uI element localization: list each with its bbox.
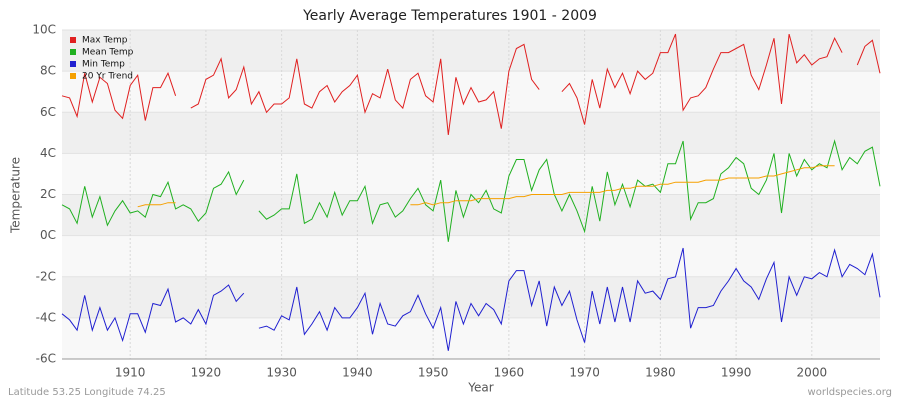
y-tick-label: -2C (36, 269, 56, 283)
y-tick-label: 10C (32, 23, 56, 37)
series-line (61, 71, 177, 121)
legend-swatch (70, 49, 76, 55)
y-tick-label: 0C (40, 228, 56, 242)
legend-label: 20 Yr Trend (82, 72, 133, 82)
x-tick-label: 1920 (191, 366, 222, 380)
legend-label: Mean Temp (82, 48, 134, 58)
x-tick-label: 1910 (115, 366, 146, 380)
x-tick-label: 2000 (797, 366, 828, 380)
y-tick-label: 2C (40, 187, 56, 201)
series-line (258, 139, 881, 242)
x-tick-label: 1970 (569, 366, 600, 380)
series-line (561, 33, 843, 125)
y-tick-label: -6C (36, 352, 56, 366)
legend-swatch (70, 61, 76, 67)
x-tick-label: 1980 (645, 366, 676, 380)
y-axis-title: Temperature (9, 157, 23, 234)
legend-label: Min Temp (82, 60, 125, 70)
y-tick-label: 4C (40, 146, 56, 160)
footer-right: worldspecies.org (808, 387, 892, 398)
legend-label: Max Temp (82, 36, 128, 46)
series-line (258, 247, 881, 351)
grid-band (62, 194, 880, 236)
y-tick-label: 6C (40, 105, 56, 119)
series-line (61, 170, 245, 227)
y-tick-label: 8C (40, 64, 56, 78)
x-tick-label: 1990 (721, 366, 752, 380)
x-axis-title: Year (467, 381, 493, 395)
footer-left: Latitude 53.25 Longitude 74.25 (8, 387, 166, 398)
chart-title: Yearly Average Temperatures 1901 - 2009 (302, 8, 597, 24)
x-tick-label: 1960 (494, 366, 525, 380)
x-tick-label: 1930 (266, 366, 297, 380)
series-line (137, 202, 176, 208)
grid-band (62, 276, 880, 318)
x-tick-label: 1950 (418, 366, 449, 380)
grid-band (62, 112, 880, 154)
grid-band (62, 30, 880, 72)
series-line (410, 165, 835, 206)
legend-swatch (70, 73, 76, 79)
y-tick-label: -4C (36, 310, 56, 324)
legend-swatch (70, 37, 76, 43)
series-line (856, 39, 881, 74)
x-tick-label: 1940 (342, 366, 373, 380)
series-line (190, 43, 540, 135)
series-line (61, 284, 245, 343)
